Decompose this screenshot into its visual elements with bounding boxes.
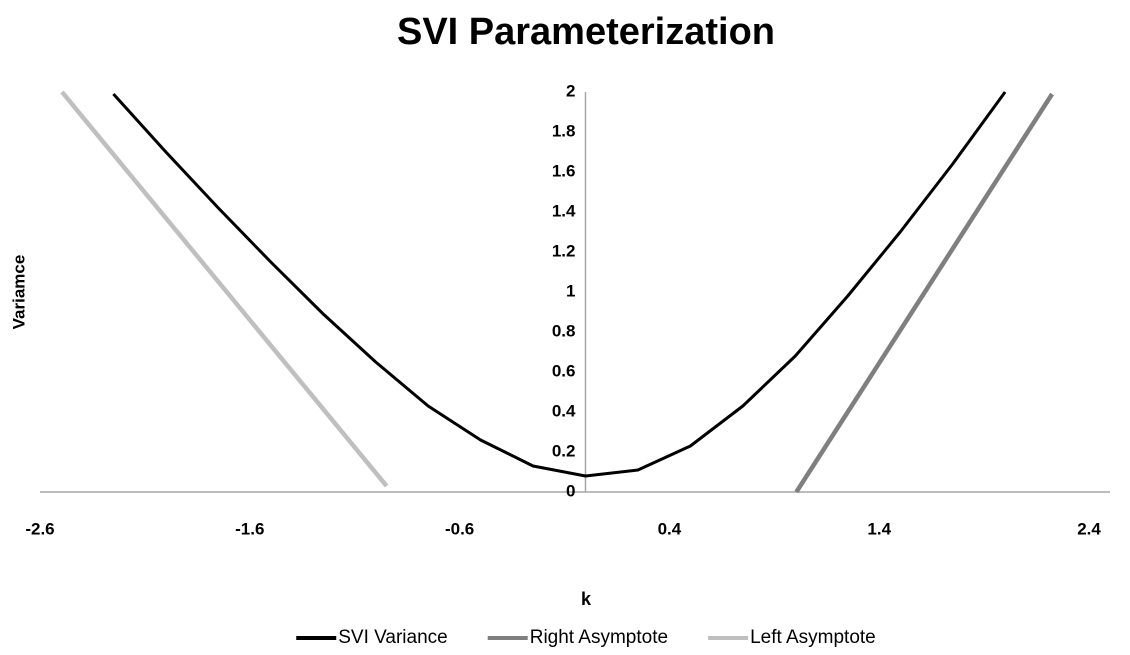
x-tick-label: -1.6 [235, 519, 264, 538]
y-tick-label: 1.8 [552, 121, 576, 140]
x-tick-label: 1.4 [867, 519, 891, 538]
x-tick-label: 2.4 [1077, 519, 1101, 538]
legend-label: SVI Variance [338, 627, 447, 648]
legend: SVI Variance Right Asymptote Left Asymptot… [296, 627, 876, 648]
series-line [794, 92, 1054, 494]
y-axis-label: Variamce [9, 255, 28, 330]
y-tick-label: 1 [566, 281, 575, 300]
y-tick-label: 0.2 [552, 441, 576, 460]
x-tick-label: 0.4 [658, 519, 682, 538]
series-line [112, 91, 1007, 478]
x-tick-label: -0.6 [445, 519, 474, 538]
y-tick-label: 0.6 [552, 361, 576, 380]
chart-title: SVI Parameterization [397, 11, 775, 53]
y-tick-label: 1.4 [552, 201, 576, 220]
x-axis-label: k [581, 589, 592, 609]
y-tick-label: 0 [566, 481, 575, 500]
legend-label: Right Asymptote [530, 627, 668, 648]
x-tick-label: -2.6 [25, 519, 54, 538]
series-line [60, 90, 389, 488]
y-tick-label: 1.6 [552, 161, 576, 180]
legend-label: Left Asymptote [750, 627, 876, 648]
y-tick-label: 2 [566, 81, 575, 100]
y-tick-label: 1.2 [552, 241, 576, 260]
y-tick-label: 0.4 [552, 401, 576, 420]
y-tick-label: 0.8 [552, 321, 576, 340]
